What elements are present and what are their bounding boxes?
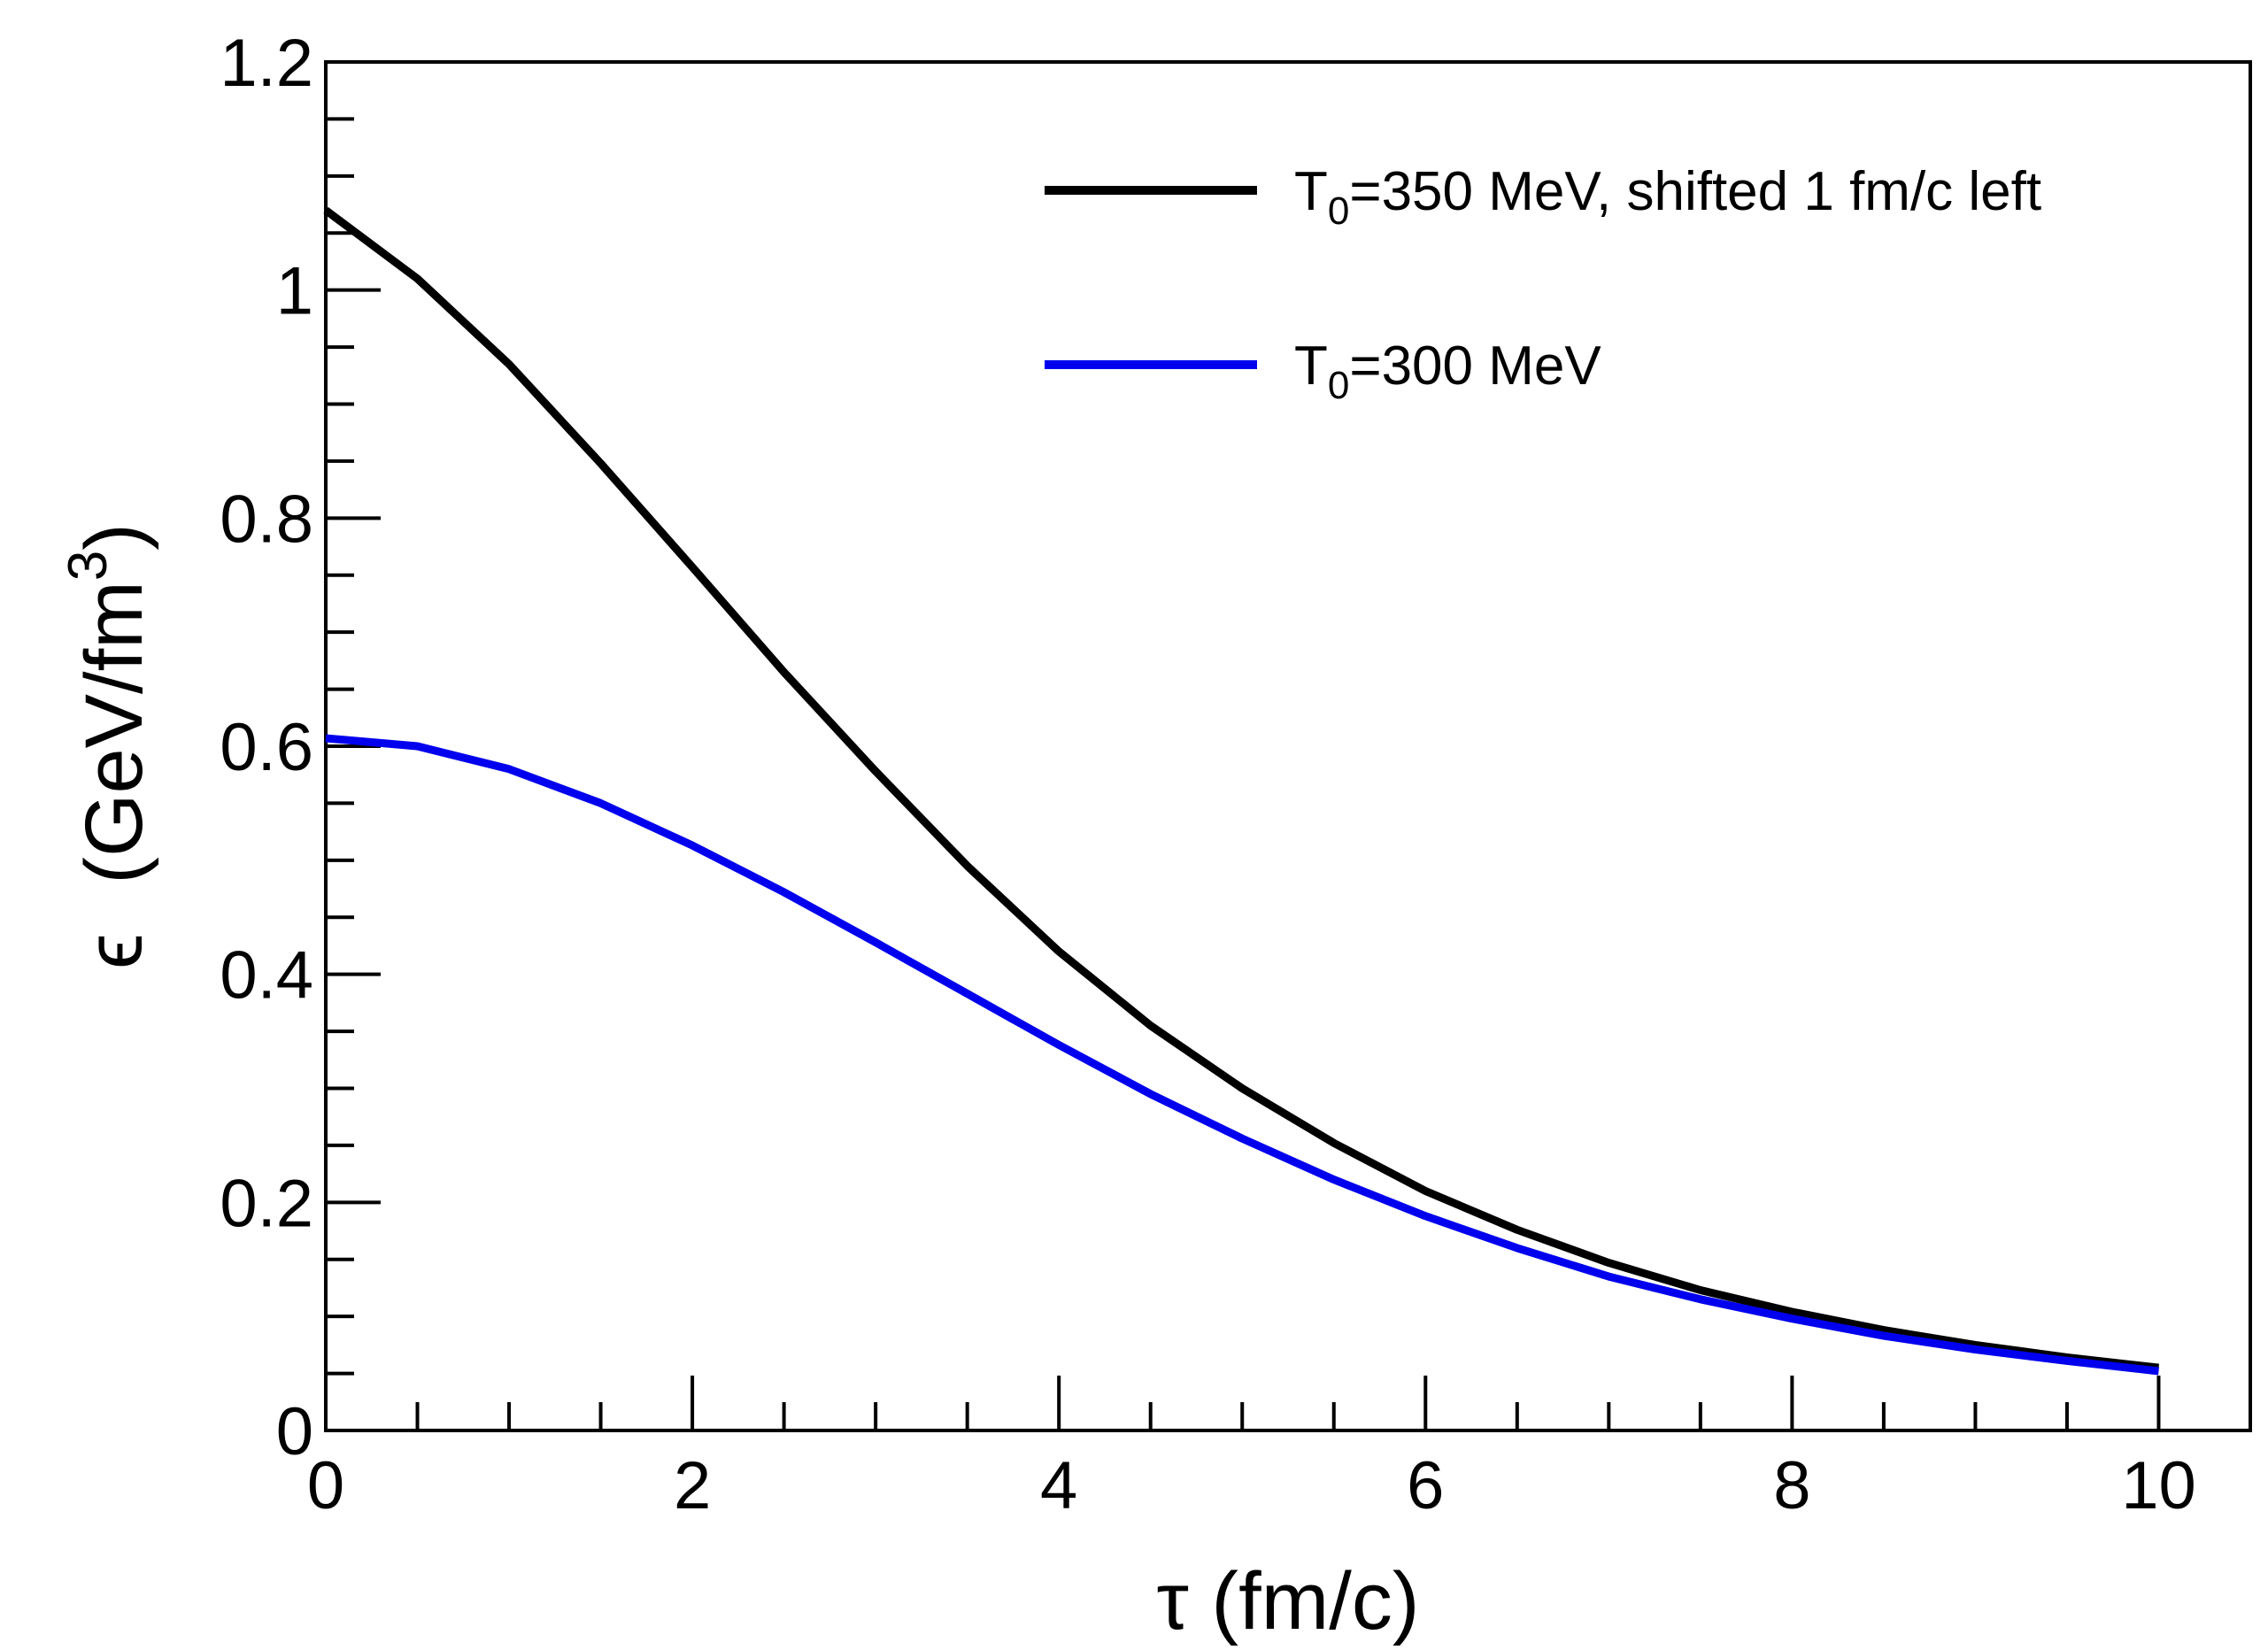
minor-ticks — [326, 117, 2252, 1430]
major-ticks — [324, 60, 2161, 1432]
y-tick-label: 0.2 — [220, 1166, 313, 1241]
x-tick-label: 0 — [307, 1448, 344, 1523]
y-axis-title: ϵ (GeV/fm3) — [58, 523, 159, 969]
y-tick-label: 1.2 — [220, 26, 313, 101]
x-tick-labels: 0 2 4 6 8 10 — [307, 1448, 2196, 1523]
x-axis-title: τ (fm/c) — [1157, 1556, 1420, 1646]
series-line-1 — [323, 206, 2160, 1372]
y-axis-symbol: ϵ — [69, 933, 159, 969]
x-tick-label: 10 — [2121, 1448, 2196, 1523]
plot-frame — [324, 60, 2252, 1432]
y-tick-labels: 0 0.2 0.4 0.6 0.8 1 1.2 — [220, 26, 313, 1469]
series-line-2 — [325, 734, 2160, 1376]
y-tick-label: 1 — [276, 254, 313, 329]
y-tick-label: 0.8 — [220, 482, 313, 557]
x-tick-label: 4 — [1040, 1448, 1077, 1523]
x-tick-label: 8 — [1773, 1448, 1810, 1523]
y-axis-units: (GeV/fm — [69, 581, 159, 883]
y-axis-exponent: 3 — [58, 551, 119, 581]
legend-label-1: T0=350 MeV, shifted 1 fm/c left — [1294, 161, 2041, 233]
x-tick-label: 6 — [1407, 1448, 1444, 1523]
y-tick-label: 0.4 — [220, 938, 313, 1014]
legend: T0=350 MeV, shifted 1 fm/c left T0=300 Me… — [1045, 161, 2041, 407]
y-axis-close-paren: ) — [69, 523, 159, 551]
y-tick-label: 0.6 — [220, 710, 313, 785]
y-tick-label: 0 — [276, 1394, 313, 1469]
series-lines — [323, 206, 2160, 1376]
x-tick-label: 2 — [674, 1448, 711, 1523]
svg-text:ϵ (GeV/fm3): ϵ (GeV/fm3) — [58, 523, 159, 969]
legend-label-2: T0=300 MeV — [1294, 335, 1601, 407]
